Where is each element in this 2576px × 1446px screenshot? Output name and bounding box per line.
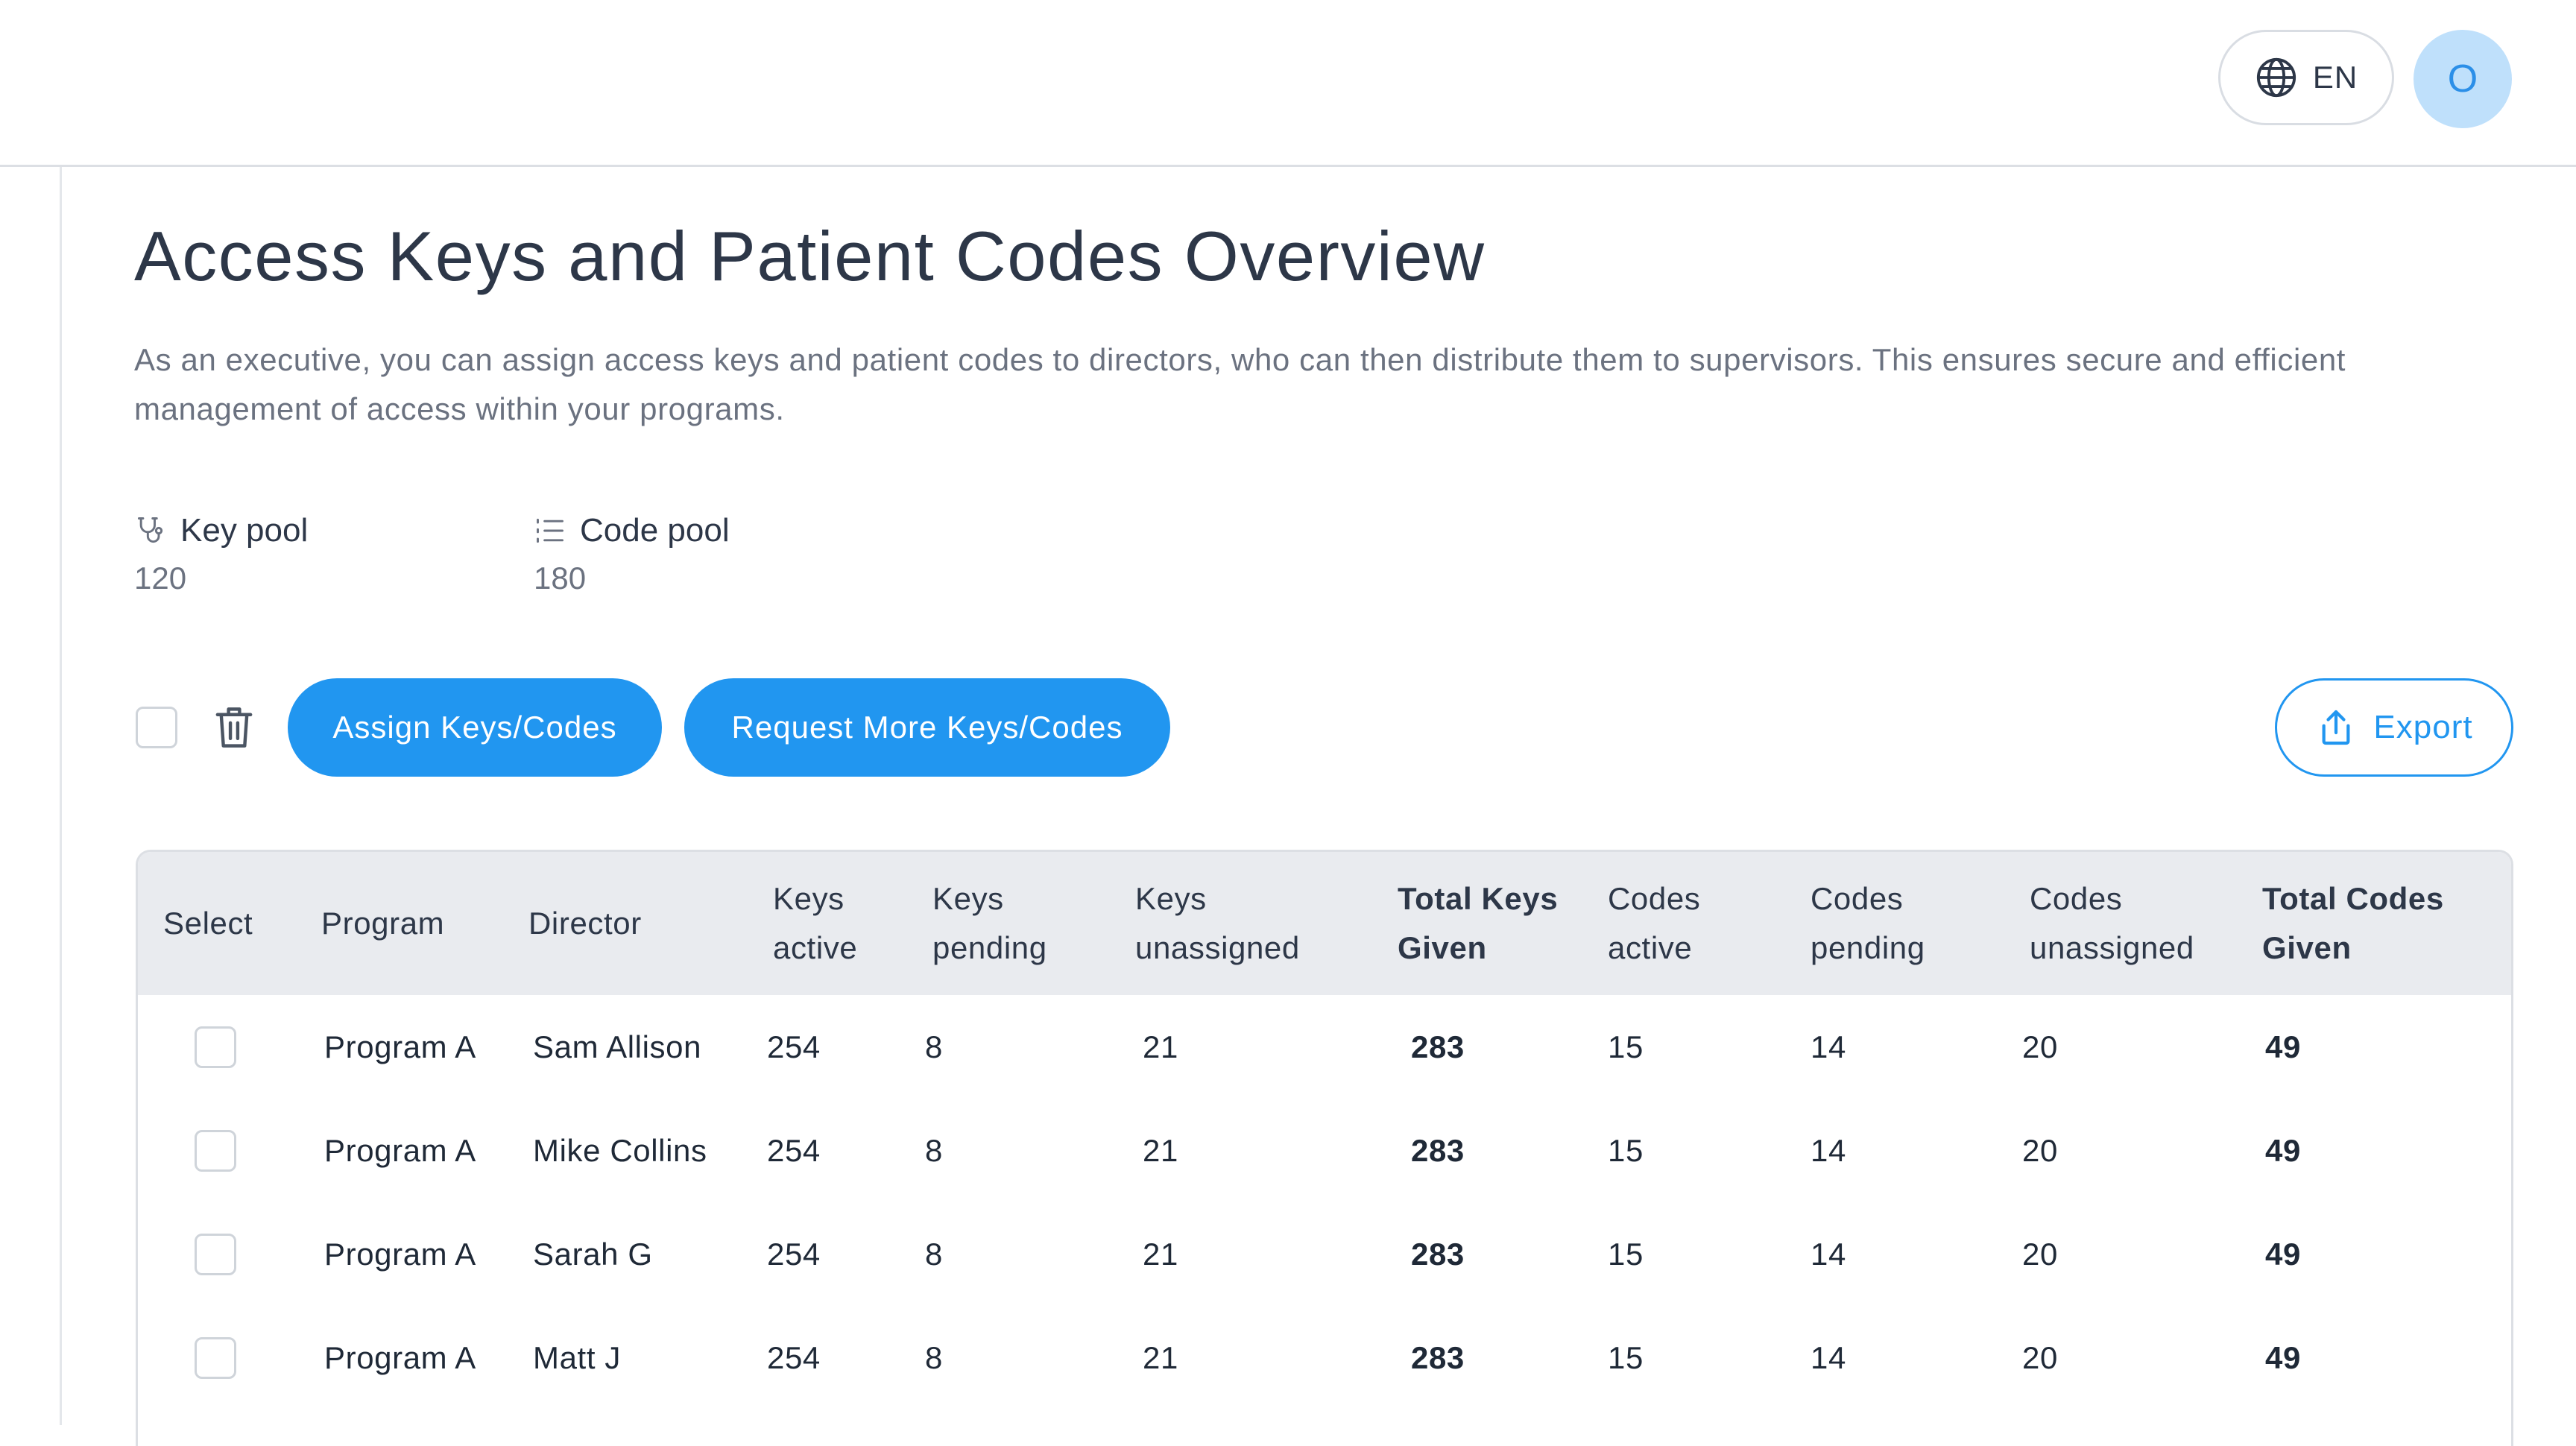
- cell-keys-pending: 8: [925, 1132, 943, 1168]
- cell-total-keys: 283: [1411, 1132, 1465, 1168]
- row-checkbox[interactable]: [195, 1337, 236, 1379]
- language-selector[interactable]: EN: [2218, 30, 2394, 125]
- cell-keys-unassigned: 21: [1143, 1339, 1178, 1375]
- header-total-keys: Total Keys Given: [1398, 881, 1559, 965]
- header-keys-unassigned: Keys unassigned: [1135, 881, 1300, 965]
- cell-director: Mike Collins: [533, 1132, 707, 1168]
- upload-icon: [2322, 710, 2350, 745]
- trash-icon[interactable]: [212, 704, 256, 751]
- header-codes-pending: Codes pending: [1811, 881, 1925, 965]
- cell-total-codes: 49: [2265, 1029, 2301, 1064]
- cell-keys-unassigned: 21: [1143, 1132, 1178, 1168]
- table-row[interactable]: Program A Sarah G 254 8 21 283 15 14 20 …: [138, 1202, 2511, 1306]
- cell-codes-unassigned: 20: [2022, 1236, 2058, 1272]
- cell-codes-pending: 14: [1811, 1339, 1846, 1375]
- header-select: Select: [163, 906, 253, 941]
- cell-director: Sam Allison: [533, 1029, 702, 1064]
- cell-codes-pending: 14: [1811, 1236, 1846, 1272]
- cell-keys-active: 254: [767, 1236, 821, 1272]
- cell-codes-active: 15: [1608, 1339, 1644, 1375]
- cell-total-codes: 49: [2265, 1132, 2301, 1168]
- table-row[interactable]: Program A Sam Allison 254 8 21 283 15 14…: [138, 995, 2511, 1099]
- cell-keys-unassigned: 21: [1143, 1029, 1178, 1064]
- cell-codes-active: 15: [1608, 1029, 1644, 1064]
- cell-codes-unassigned: 20: [2022, 1132, 2058, 1168]
- cell-total-codes: 49: [2265, 1236, 2301, 1272]
- page-title: Access Keys and Patient Codes Overview: [134, 217, 1486, 295]
- globe-icon: [2256, 57, 2296, 98]
- table-header: Select Program Director Keys active Keys…: [138, 852, 2511, 995]
- cell-keys-active: 254: [767, 1132, 821, 1168]
- table-row[interactable]: Program A Matt J 254 8 21 283 15 14 20 4…: [138, 1306, 2511, 1409]
- row-checkbox[interactable]: [195, 1130, 236, 1172]
- code-pool: Code pool 180: [534, 511, 730, 596]
- header-director: Director: [528, 906, 642, 941]
- assign-keys-codes-button[interactable]: Assign Keys/Codes: [288, 678, 662, 777]
- key-pool: Key pool 120: [134, 511, 308, 596]
- list-icon: [537, 518, 564, 543]
- export-label: Export: [2373, 709, 2473, 745]
- cell-codes-active: 15: [1608, 1236, 1644, 1272]
- cell-keys-pending: 8: [925, 1029, 943, 1064]
- header-codes-unassigned: Codes unassigned: [2030, 881, 2194, 965]
- row-checkbox[interactable]: [195, 1026, 236, 1068]
- page-description: As an executive, you can assign access k…: [134, 342, 2346, 426]
- cell-keys-pending: 8: [925, 1339, 943, 1375]
- select-all-checkbox[interactable]: [136, 707, 177, 748]
- cell-director: Sarah G: [533, 1236, 653, 1272]
- code-pool-label: Code pool: [580, 512, 730, 549]
- stethoscope-icon: [137, 517, 163, 543]
- header-codes-active: Codes active: [1608, 881, 1701, 965]
- cell-director: Matt J: [533, 1339, 621, 1375]
- cell-codes-unassigned: 20: [2022, 1029, 2058, 1064]
- cell-program: Program A: [324, 1132, 476, 1168]
- code-pool-value: 180: [534, 561, 587, 596]
- language-label: EN: [2312, 60, 2358, 95]
- request-more-keys-codes-button[interactable]: Request More Keys/Codes: [684, 678, 1170, 777]
- cell-program: Program A: [324, 1236, 476, 1272]
- key-pool-label: Key pool: [180, 512, 309, 549]
- cell-codes-unassigned: 20: [2022, 1339, 2058, 1375]
- cell-keys-pending: 8: [925, 1236, 943, 1272]
- header-program: Program: [321, 906, 445, 941]
- row-checkbox[interactable]: [195, 1234, 236, 1275]
- cell-program: Program A: [324, 1339, 476, 1375]
- cell-codes-pending: 14: [1811, 1029, 1846, 1064]
- header-total-codes: Total Codes Given: [2262, 881, 2444, 965]
- keys-codes-table: Select Program Director Keys active Keys…: [136, 850, 2513, 1446]
- cell-keys-active: 254: [767, 1029, 821, 1064]
- cell-codes-active: 15: [1608, 1132, 1644, 1168]
- key-pool-value: 120: [134, 561, 187, 596]
- table-row[interactable]: Program A Mike Collins 254 8 21 283 15 1…: [138, 1099, 2511, 1202]
- sidebar-divider: [60, 167, 62, 1425]
- header-keys-active: Keys active: [773, 881, 858, 965]
- cell-total-keys: 283: [1411, 1029, 1465, 1064]
- cell-total-keys: 283: [1411, 1236, 1465, 1272]
- cell-keys-active: 254: [767, 1339, 821, 1375]
- top-bar: EN O: [0, 0, 2576, 167]
- header-keys-pending: Keys pending: [932, 881, 1047, 965]
- cell-program: Program A: [324, 1029, 476, 1064]
- cell-total-codes: 49: [2265, 1339, 2301, 1375]
- avatar[interactable]: O: [2414, 30, 2512, 128]
- cell-codes-pending: 14: [1811, 1132, 1846, 1168]
- export-button[interactable]: Export: [2275, 678, 2513, 777]
- cell-keys-unassigned: 21: [1143, 1236, 1178, 1272]
- cell-total-keys: 283: [1411, 1339, 1465, 1375]
